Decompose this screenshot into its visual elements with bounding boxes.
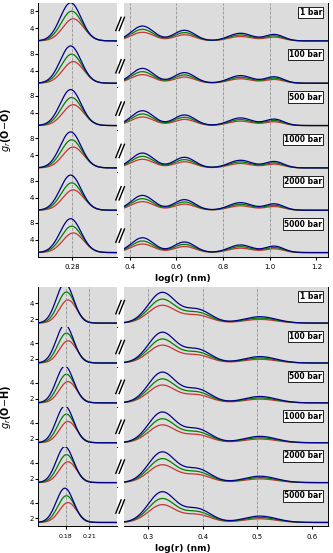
Text: 100 bar: 100 bar [289,50,322,59]
Text: 5000 bar: 5000 bar [284,220,322,228]
Text: 5000 bar: 5000 bar [284,492,322,500]
Text: 1000 bar: 1000 bar [284,135,322,144]
Text: 2000 bar: 2000 bar [284,177,322,186]
Text: log(r) (nm): log(r) (nm) [155,544,211,553]
Text: 1000 bar: 1000 bar [284,411,322,421]
Text: 2000 bar: 2000 bar [284,451,322,461]
Text: log(r) (nm): log(r) (nm) [155,274,211,284]
Text: 1 bar: 1 bar [299,292,322,301]
Text: $g_r$(O$-$O): $g_r$(O$-$O) [0,108,13,152]
Text: 100 bar: 100 bar [289,332,322,341]
Text: 500 bar: 500 bar [289,372,322,381]
Text: 1 bar: 1 bar [299,8,322,17]
Text: $g_r$(O$-$H): $g_r$(O$-$H) [0,385,13,429]
Text: 500 bar: 500 bar [289,92,322,102]
